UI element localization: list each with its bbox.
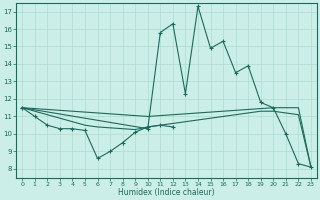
X-axis label: Humidex (Indice chaleur): Humidex (Indice chaleur) bbox=[118, 188, 215, 197]
